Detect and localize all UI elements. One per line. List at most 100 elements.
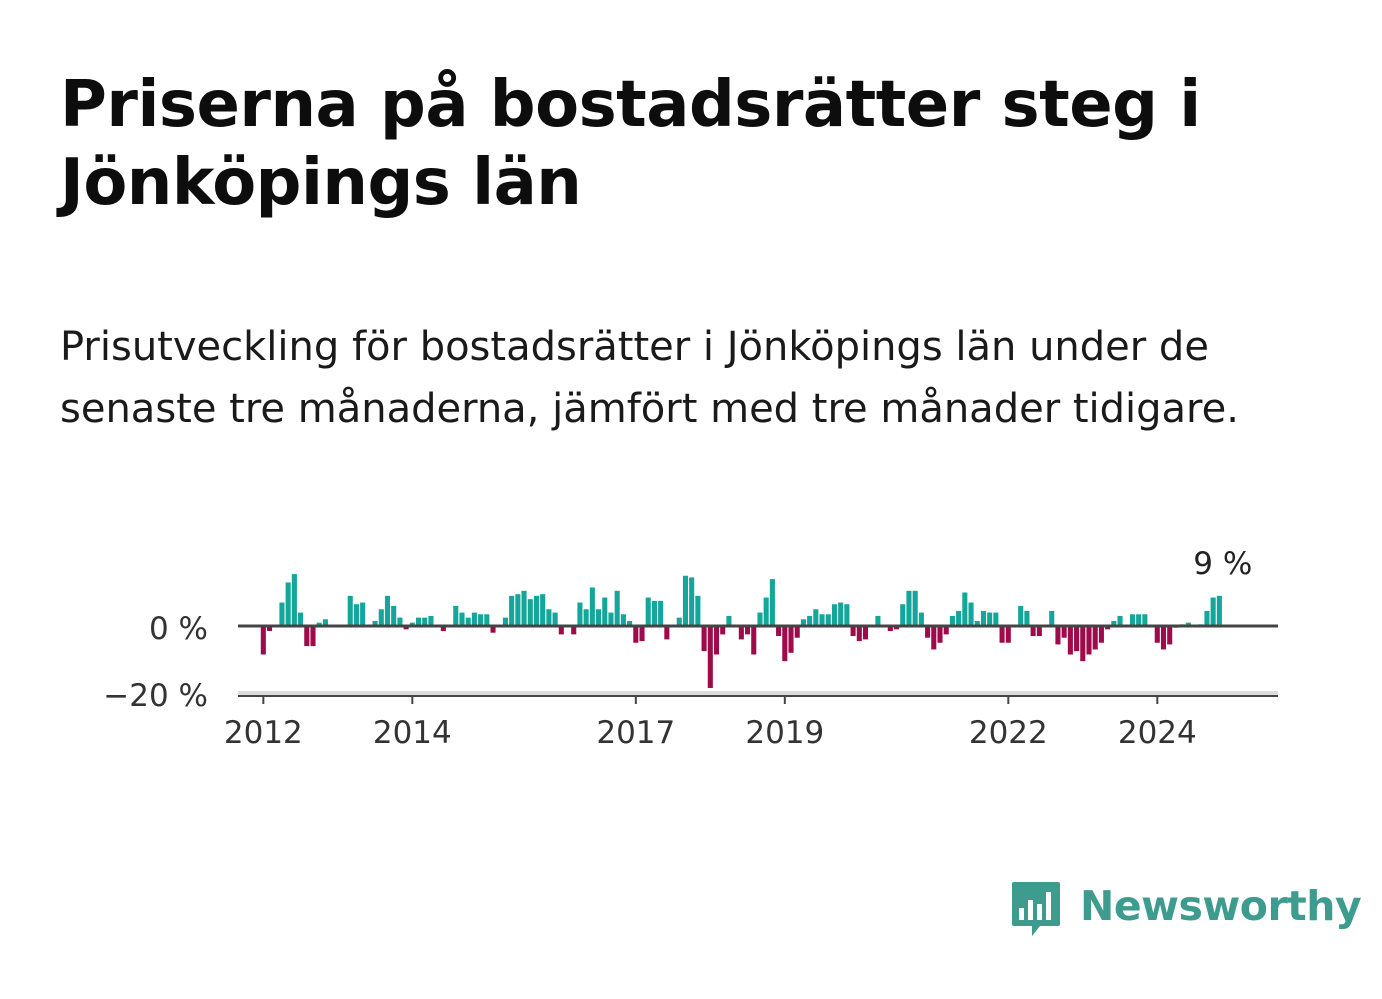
- bar: [465, 617, 471, 627]
- bar: [925, 626, 931, 638]
- bar: [682, 575, 689, 626]
- bar: [608, 612, 614, 626]
- bar: [844, 604, 850, 626]
- bar: [1036, 626, 1042, 637]
- bar: [1074, 626, 1080, 652]
- bar: [602, 597, 608, 627]
- bar: [639, 626, 645, 642]
- bar: [720, 626, 726, 635]
- bar: [980, 610, 986, 626]
- bar: [322, 619, 328, 626]
- bar: [937, 626, 943, 643]
- bar: [751, 626, 757, 655]
- bar: [1129, 614, 1135, 626]
- bar: [819, 614, 825, 626]
- x-tick-label: 2017: [596, 715, 675, 751]
- bar: [1030, 626, 1036, 637]
- bar: [353, 604, 359, 626]
- bar: [651, 600, 657, 627]
- bar: [552, 612, 558, 626]
- bar: [658, 600, 664, 627]
- bar: [987, 612, 993, 626]
- x-tick-label: 2019: [745, 715, 824, 751]
- bar: [478, 614, 484, 626]
- bar: [1167, 626, 1173, 645]
- y-tick-label: −20 %: [103, 678, 208, 714]
- bar: [974, 620, 980, 626]
- bar: [757, 612, 763, 626]
- x-tick-label: 2012: [224, 715, 303, 751]
- bar: [614, 590, 620, 626]
- bar: [509, 595, 515, 626]
- label-layer: 0 % −20 % 2012 2014 2017 2019 2022 2024 9 %: [103, 546, 1252, 751]
- bar: [279, 602, 285, 626]
- bar: [1024, 610, 1030, 626]
- bar: [1210, 597, 1216, 627]
- bar: [918, 612, 924, 626]
- bar: [316, 622, 322, 626]
- bar: [266, 626, 273, 632]
- bar: [769, 579, 775, 626]
- bar: [900, 604, 906, 626]
- bar: [502, 617, 508, 627]
- bar: [993, 612, 999, 626]
- bar: [285, 582, 291, 626]
- bar: [1136, 614, 1142, 626]
- bar: [1086, 626, 1092, 655]
- bar: [1111, 620, 1117, 626]
- bar: [713, 626, 720, 655]
- bar: [1092, 626, 1098, 650]
- bar: [726, 615, 732, 626]
- bar: [676, 617, 682, 627]
- bar: [794, 626, 800, 638]
- bar: [558, 626, 564, 635]
- gridline-minus-20: [238, 691, 1278, 696]
- bar: [546, 609, 552, 626]
- bar: [484, 614, 490, 626]
- y-tick-label: 0 %: [149, 611, 208, 647]
- x-tick-label: 2014: [373, 715, 452, 751]
- bar: [788, 626, 794, 653]
- bar: [620, 614, 626, 626]
- chart-subtitle: Prisutveckling för bostadsrätter i Jönkö…: [60, 324, 1239, 432]
- bar: [415, 617, 422, 627]
- bar: [1117, 615, 1123, 626]
- last-value-label: 9 %: [1193, 546, 1252, 582]
- bar: [378, 609, 384, 626]
- bar: [701, 626, 707, 652]
- bar: [627, 620, 633, 626]
- bar: [831, 604, 838, 626]
- bar: [956, 610, 962, 626]
- bar: [1005, 626, 1011, 643]
- bar: [347, 595, 353, 626]
- bar: [776, 626, 782, 637]
- bar: [540, 594, 546, 626]
- x-tick-label: 2022: [969, 715, 1048, 751]
- bar-chart: 0 % −20 % 2012 2014 2017 2019 2022 2024 9 %: [103, 546, 1278, 751]
- bar: [428, 615, 434, 626]
- bar: [440, 626, 446, 632]
- bar: [515, 594, 521, 626]
- bar: [571, 626, 577, 635]
- bar: [1049, 610, 1055, 626]
- bar: [856, 626, 862, 642]
- bar: [310, 626, 316, 647]
- bar: [397, 617, 403, 627]
- bar: [459, 612, 465, 626]
- bar: [298, 612, 304, 626]
- bar: [304, 626, 310, 647]
- bar: [291, 574, 297, 626]
- bar: [887, 626, 893, 632]
- bar: [838, 602, 844, 626]
- bar: [745, 626, 751, 635]
- bar: [862, 626, 869, 640]
- bar: [707, 626, 713, 688]
- bar: [403, 626, 409, 630]
- bar: [471, 612, 477, 626]
- axis-layer: [238, 624, 1278, 704]
- newsworthy-logo-icon: [1012, 882, 1060, 936]
- bar: [360, 602, 366, 626]
- bar: [533, 595, 540, 626]
- bar: [1080, 626, 1086, 662]
- bar: [422, 617, 428, 627]
